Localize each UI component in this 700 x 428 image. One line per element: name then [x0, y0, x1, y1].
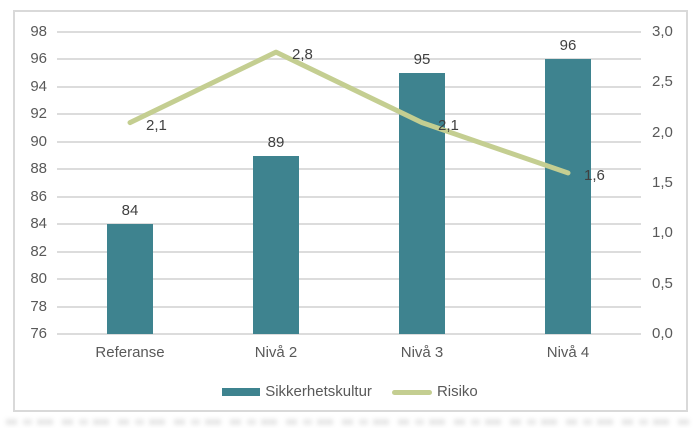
legend-label-sikkerhetskultur: Sikkerhetskultur [265, 383, 372, 400]
chart-frame [13, 10, 688, 412]
legend: Sikkerhetskultur Risiko [0, 383, 700, 401]
legend-bar-swatch [222, 388, 261, 396]
legend-label-risiko: Risiko [436, 383, 478, 400]
legend-item-risiko: Risiko [391, 383, 478, 400]
legend-line-swatch [391, 389, 432, 395]
legend-item-sikkerhetskultur: Sikkerhetskultur [222, 384, 372, 400]
blurred-caption-remnant [6, 419, 694, 425]
